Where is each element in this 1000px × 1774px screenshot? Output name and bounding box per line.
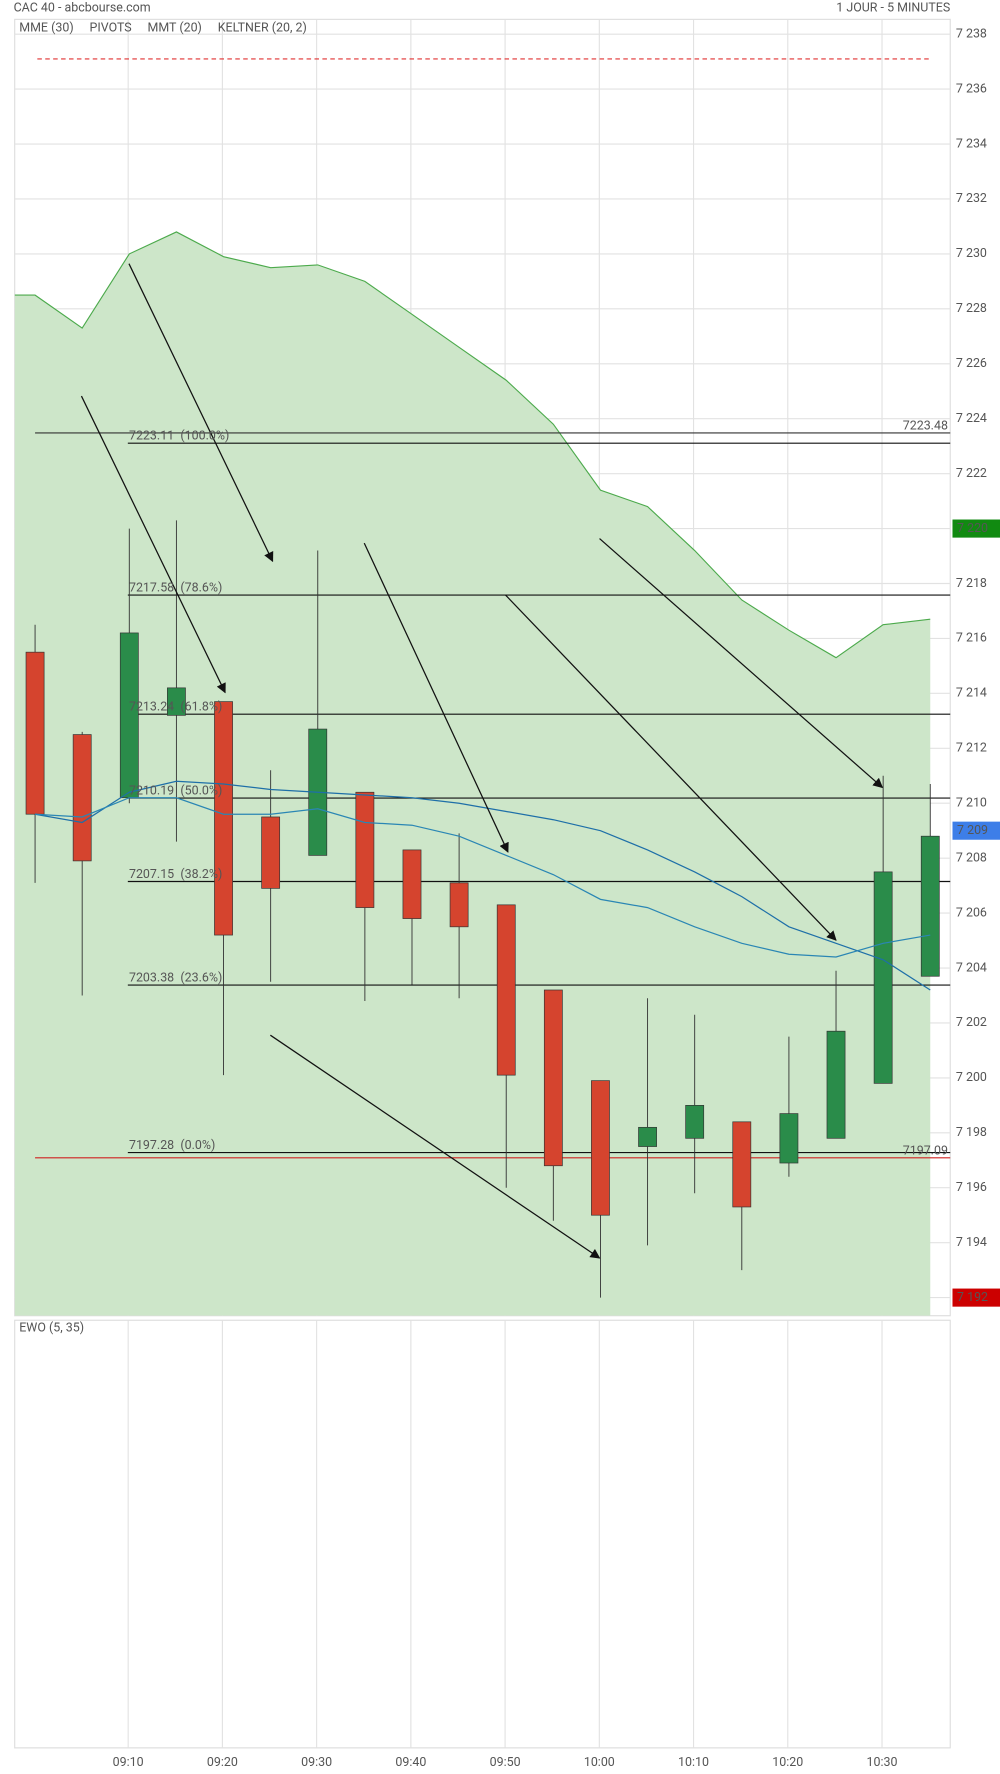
candle-body — [496, 904, 516, 1076]
candle-body — [72, 734, 92, 862]
fibonacci-label: 7217.58 (78.6%) — [129, 581, 222, 596]
legend-entry: KELTNER (20, 2) — [218, 21, 307, 36]
x-tick-label: 10:20 — [772, 1755, 803, 1770]
candle-body — [355, 791, 375, 908]
y-tick-label: 7 236 — [956, 81, 987, 96]
candle-body — [920, 835, 940, 977]
price-marker-label: 7 209 — [957, 823, 988, 838]
y-tick-label: 7 238 — [956, 26, 987, 41]
candle-body — [591, 1080, 610, 1216]
arrow — [505, 594, 837, 941]
candle-body — [638, 1126, 657, 1147]
keltner-area — [14, 231, 931, 1316]
y-tick-label: 7 210 — [956, 796, 987, 811]
fibonacci-label: 7210.19 (50.0%) — [129, 783, 222, 798]
candle-body — [826, 1030, 846, 1139]
price-marker-label: 7 220 — [957, 521, 988, 536]
y-tick-label: 7 208 — [956, 850, 987, 865]
keltner-layer — [14, 231, 931, 1316]
y-tick-label: 7 194 — [956, 1235, 987, 1250]
candle-body — [449, 882, 469, 928]
y-tick-label: 7 226 — [956, 356, 987, 371]
y-tick-label: 7 196 — [956, 1180, 987, 1195]
candle-body — [402, 849, 422, 919]
candle-body — [685, 1105, 705, 1139]
x-tick-label: 09:30 — [301, 1755, 332, 1770]
x-tick-label: 10:00 — [584, 1755, 615, 1770]
legend-entry: PIVOTS — [90, 21, 132, 36]
y-tick-label: 7 202 — [956, 1015, 987, 1030]
y-tick-label: 7 234 — [956, 136, 987, 151]
arrow — [270, 1034, 601, 1259]
fibonacci-label: 7197.28 (0.0%) — [129, 1138, 215, 1153]
x-tick-label: 10:30 — [867, 1755, 898, 1770]
price-marker — [952, 519, 1000, 538]
plot — [25, 58, 951, 1298]
y-tick-label: 7 222 — [956, 466, 987, 481]
y-tick-label: 7 204 — [956, 960, 987, 975]
candle-body — [261, 816, 281, 889]
candle-body — [779, 1113, 799, 1164]
period: 1 JOUR - 5 MINUTES — [836, 0, 950, 15]
y-tick-label: 7 228 — [956, 301, 987, 316]
y-tick-label: 7 200 — [956, 1070, 987, 1085]
candle-body — [25, 651, 45, 815]
arrow — [599, 538, 884, 789]
candle-body — [732, 1121, 752, 1208]
y-tick-label: 7 206 — [956, 905, 987, 920]
x-tick-label: 09:40 — [395, 1755, 426, 1770]
fibonacci-label: 7207.15 (38.2%) — [129, 867, 222, 882]
keltner-line — [14, 231, 931, 659]
candle-body — [873, 871, 893, 1084]
x-tick-label: 10:10 — [678, 1755, 709, 1770]
arrow — [80, 395, 226, 694]
level-label: 7223.48 — [903, 418, 948, 433]
legend-entry: MMT (20) — [148, 21, 202, 36]
y-tick-label: 7 212 — [956, 741, 987, 756]
arrow — [363, 542, 509, 853]
y-tick-label: 7 232 — [956, 191, 987, 206]
candle-body — [119, 632, 139, 799]
arrow — [128, 263, 274, 563]
lower-panel-title: EWO (5, 35) — [19, 1320, 84, 1335]
x-tick-label: 09:10 — [113, 1755, 144, 1770]
y-tick-label: 7 198 — [956, 1125, 987, 1140]
legend-entry: MME (30) — [19, 21, 73, 36]
y-tick-label: 7 218 — [956, 576, 987, 591]
x-tick-label: 09:50 — [490, 1755, 521, 1770]
labels: EWO (5, 35) 7 192 7 194 7 196 7 198 7 200 7 20… — [19, 21, 1000, 1770]
fibonacci-label: 7213.24 (61.8%) — [129, 700, 222, 715]
candle-body — [214, 701, 233, 936]
fibonacci-label: 7223.11 (100.0%) — [129, 429, 229, 444]
price-marker — [952, 1288, 1000, 1307]
x-tick-label: 09:20 — [207, 1755, 238, 1770]
level-label: 7197.09 — [903, 1143, 948, 1158]
lower-panel-frame — [14, 1319, 951, 1749]
chart-title: CAC 40 - abcbourse.com — [14, 0, 151, 15]
price-marker — [952, 821, 1000, 840]
y-tick-label: 7 230 — [956, 246, 987, 261]
y-tick-label: 7 224 — [956, 411, 987, 426]
y-tick-label: 7 214 — [956, 686, 987, 701]
y-tick-label: 7 216 — [956, 631, 987, 646]
candle-body — [167, 687, 186, 716]
ma-line — [35, 797, 931, 958]
fibonacci-label: 7203.38 (23.6%) — [129, 971, 222, 986]
ma-line — [34, 780, 931, 991]
price-marker-label: 7 192 — [957, 1290, 988, 1305]
candle-body — [543, 989, 563, 1167]
arrows — [80, 263, 884, 1259]
